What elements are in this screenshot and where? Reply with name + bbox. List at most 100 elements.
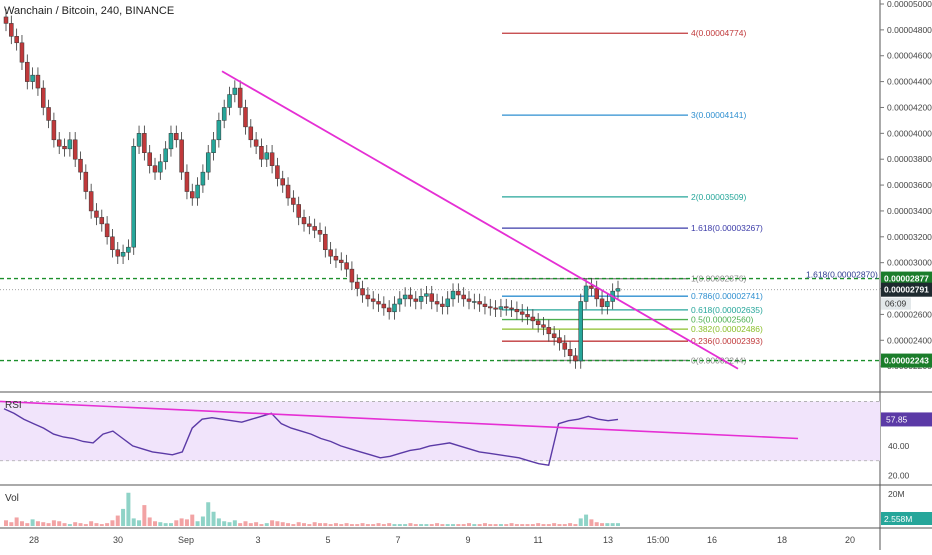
candle-body <box>46 107 51 121</box>
candle-body <box>392 303 397 313</box>
candle-body <box>62 146 67 150</box>
volume-bar <box>413 524 418 526</box>
chart-title: Wanchain / Bitcoin, 240, BINANCE <box>4 5 175 17</box>
volume-bar <box>190 514 195 526</box>
current-price-badge: 0.00002791 <box>884 285 929 295</box>
x-axis-tick-label: 30 <box>113 535 123 545</box>
candle-body <box>397 298 403 305</box>
volume-bar <box>397 524 402 526</box>
candle-body <box>51 120 57 141</box>
candle-body <box>131 146 136 248</box>
price-badge-high: 0.00002877 <box>884 274 929 284</box>
candle-body <box>232 87 238 95</box>
y-axis-tick-label: 0.00002600 <box>887 309 932 319</box>
y-axis-tick-label: 0.00004400 <box>887 77 932 87</box>
y-axis-tick-label: 0.00003200 <box>887 232 932 242</box>
volume-bar <box>429 524 434 526</box>
x-axis-tick-label: 13 <box>603 535 613 545</box>
candle-body <box>578 301 583 362</box>
volume-bar <box>403 524 408 526</box>
candle-body <box>56 139 62 147</box>
candle-body <box>445 298 450 307</box>
candle-body <box>168 133 174 150</box>
volume-bar <box>206 502 211 526</box>
volume-bar <box>89 521 94 526</box>
candle-body <box>307 223 312 227</box>
volume-bar <box>605 523 610 526</box>
volume-bar <box>99 524 104 526</box>
candle-body <box>99 217 105 225</box>
candle-body <box>493 307 498 310</box>
candle-body <box>259 146 264 160</box>
volume-bar <box>371 524 376 526</box>
volume-bar <box>254 522 259 526</box>
candle-body <box>615 288 621 292</box>
vol-value-badge-bg <box>881 512 932 525</box>
volume-bar <box>419 524 424 526</box>
volume-bar <box>573 524 578 526</box>
volume-bar <box>498 524 503 526</box>
candle-body <box>142 133 147 153</box>
candle-body <box>349 268 355 283</box>
candle-body <box>280 178 285 186</box>
candle-body <box>450 290 456 300</box>
candle-body <box>248 126 254 141</box>
volume-bar <box>424 524 429 526</box>
candle-body <box>562 342 568 350</box>
volume-bar <box>541 524 546 526</box>
volume-bar <box>78 523 83 526</box>
fib-level-label: 3(0.00004141) <box>691 110 746 120</box>
volume-bar <box>41 522 46 526</box>
candle-body <box>152 165 158 173</box>
candle-body <box>19 42 25 63</box>
x-axis-tick-label: 16 <box>707 535 717 545</box>
candle-body <box>88 191 94 212</box>
candle-body <box>402 294 408 300</box>
volume-bar <box>227 522 232 526</box>
volume-bar <box>195 521 200 526</box>
rsi-trendline <box>0 400 799 440</box>
vol-label: Vol <box>5 493 19 504</box>
candle-body <box>110 236 115 250</box>
candle-body <box>3 16 9 24</box>
x-axis-tick-label: 7 <box>395 535 400 545</box>
volume-bar <box>435 523 440 526</box>
x-axis-tick-label: 9 <box>465 535 470 545</box>
candle-body <box>72 139 78 160</box>
volume-bar <box>131 518 136 526</box>
volume-bar <box>493 524 498 526</box>
candle-body <box>424 293 429 297</box>
candle-body <box>589 285 594 289</box>
candle-body <box>184 171 190 192</box>
candle-body <box>216 120 222 141</box>
volume-bar <box>307 524 312 526</box>
volume-bar <box>302 523 307 526</box>
candle-body <box>296 204 301 218</box>
candle-body <box>605 301 610 307</box>
volume-bar <box>589 519 594 526</box>
volume-bar <box>317 523 322 526</box>
candle-body <box>472 301 477 303</box>
volume-bar <box>9 522 14 526</box>
volume-bar <box>376 523 381 526</box>
candle-body <box>94 210 99 218</box>
volume-bar <box>30 519 35 526</box>
candle-body <box>365 294 371 300</box>
x-axis-tick-label: 5 <box>325 535 330 545</box>
y-axis-tick-label: 0.00004800 <box>887 25 932 35</box>
volume-bar <box>147 517 152 526</box>
volume-bar <box>408 523 413 526</box>
volume-bar <box>584 514 589 526</box>
current-price-badge-bg <box>881 282 932 297</box>
fib-level-label: 0.5(0.00002560) <box>691 315 754 325</box>
candle-body <box>195 184 200 199</box>
volume-bar <box>211 511 216 526</box>
price-badge-high-bg <box>881 271 932 286</box>
volume-bar <box>530 524 535 526</box>
volume-bar <box>546 524 551 526</box>
candle-body <box>285 184 291 199</box>
volume-bar <box>163 523 168 526</box>
vol-value-badge: 2.558M <box>884 514 912 524</box>
candle-body <box>567 349 573 357</box>
